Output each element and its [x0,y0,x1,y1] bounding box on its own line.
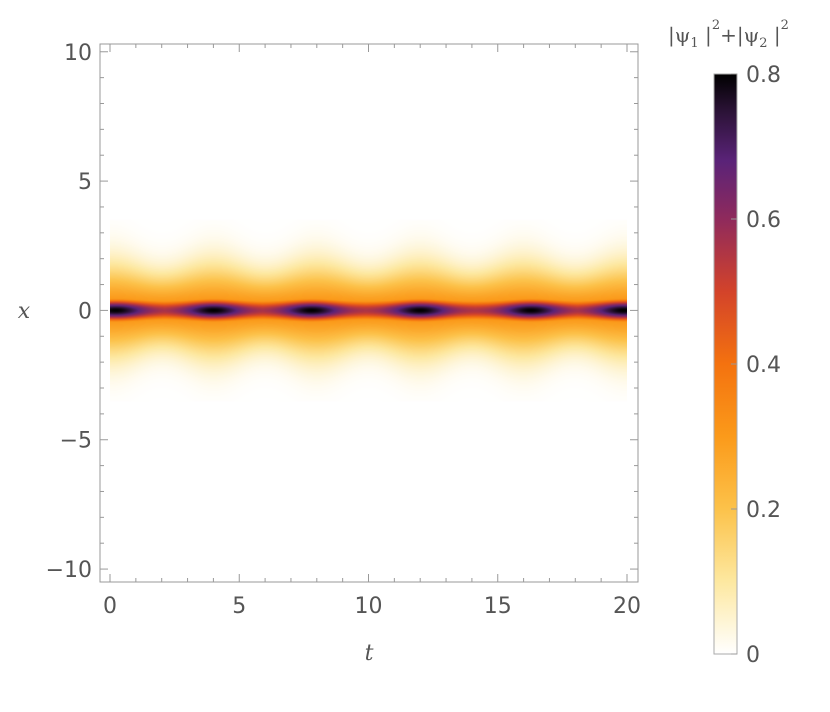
x-tick-label: 20 [613,594,641,619]
density-field [110,44,627,582]
colorbar-ticks: 0 0.2 0.4 0.6 0.8 [731,63,781,668]
y-tick-label: 10 [64,41,92,66]
y-tick-label: −5 [60,429,92,454]
plot-area [110,44,627,582]
y-tick-label: −10 [46,558,92,583]
axis-ticks [100,44,638,582]
y-tick-label: 5 [78,170,92,195]
x-tick-label: 5 [232,594,246,619]
x-tick-label: 10 [355,594,383,619]
axis-tick-labels: 0 5 10 15 20 −10 −5 0 5 10 [46,41,641,619]
colorbar-title: |ψ1 |2+|ψ2 |2 [668,18,789,51]
colorbar-tick-label: 0.2 [746,498,781,523]
colorbar-tick-label: 0.6 [746,208,781,233]
x-tick-label: 15 [484,594,512,619]
colorbar-tick-label: 0.8 [746,63,781,88]
x-axis-label: t [365,641,374,666]
colorbar-tick-label: 0.4 [746,353,781,378]
y-tick-label: 0 [78,299,92,324]
x-tick-label: 0 [103,594,117,619]
y-axis-label: x [18,299,31,324]
colorbar-tick-label: 0 [746,643,760,668]
colorbar-title-text: |ψ1 |2+|ψ2 |2 [668,18,789,51]
